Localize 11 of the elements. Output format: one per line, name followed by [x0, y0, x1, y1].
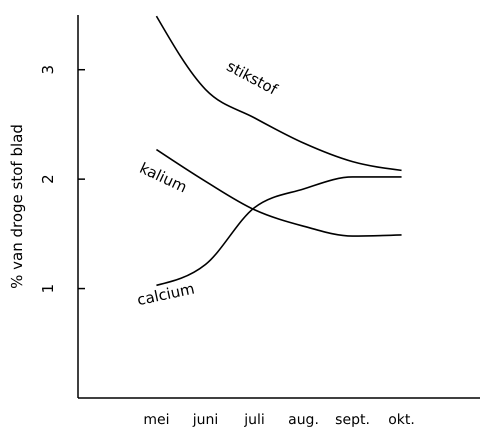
x-tick-label: juli [243, 412, 265, 428]
x-tick-label: juni [192, 412, 218, 428]
x-tick-label: sept. [335, 412, 370, 428]
x-tick-label: aug. [288, 412, 319, 428]
y-tick-label: 2 [39, 174, 58, 184]
y-tick-label: 1 [39, 284, 58, 294]
y-tick-label: 3 [39, 64, 58, 74]
y-axis-title: % van droge stof blad [8, 124, 26, 289]
x-tick-label: mei [143, 412, 170, 428]
text: calcium [136, 280, 196, 310]
x-tick-label: okt. [388, 412, 415, 428]
